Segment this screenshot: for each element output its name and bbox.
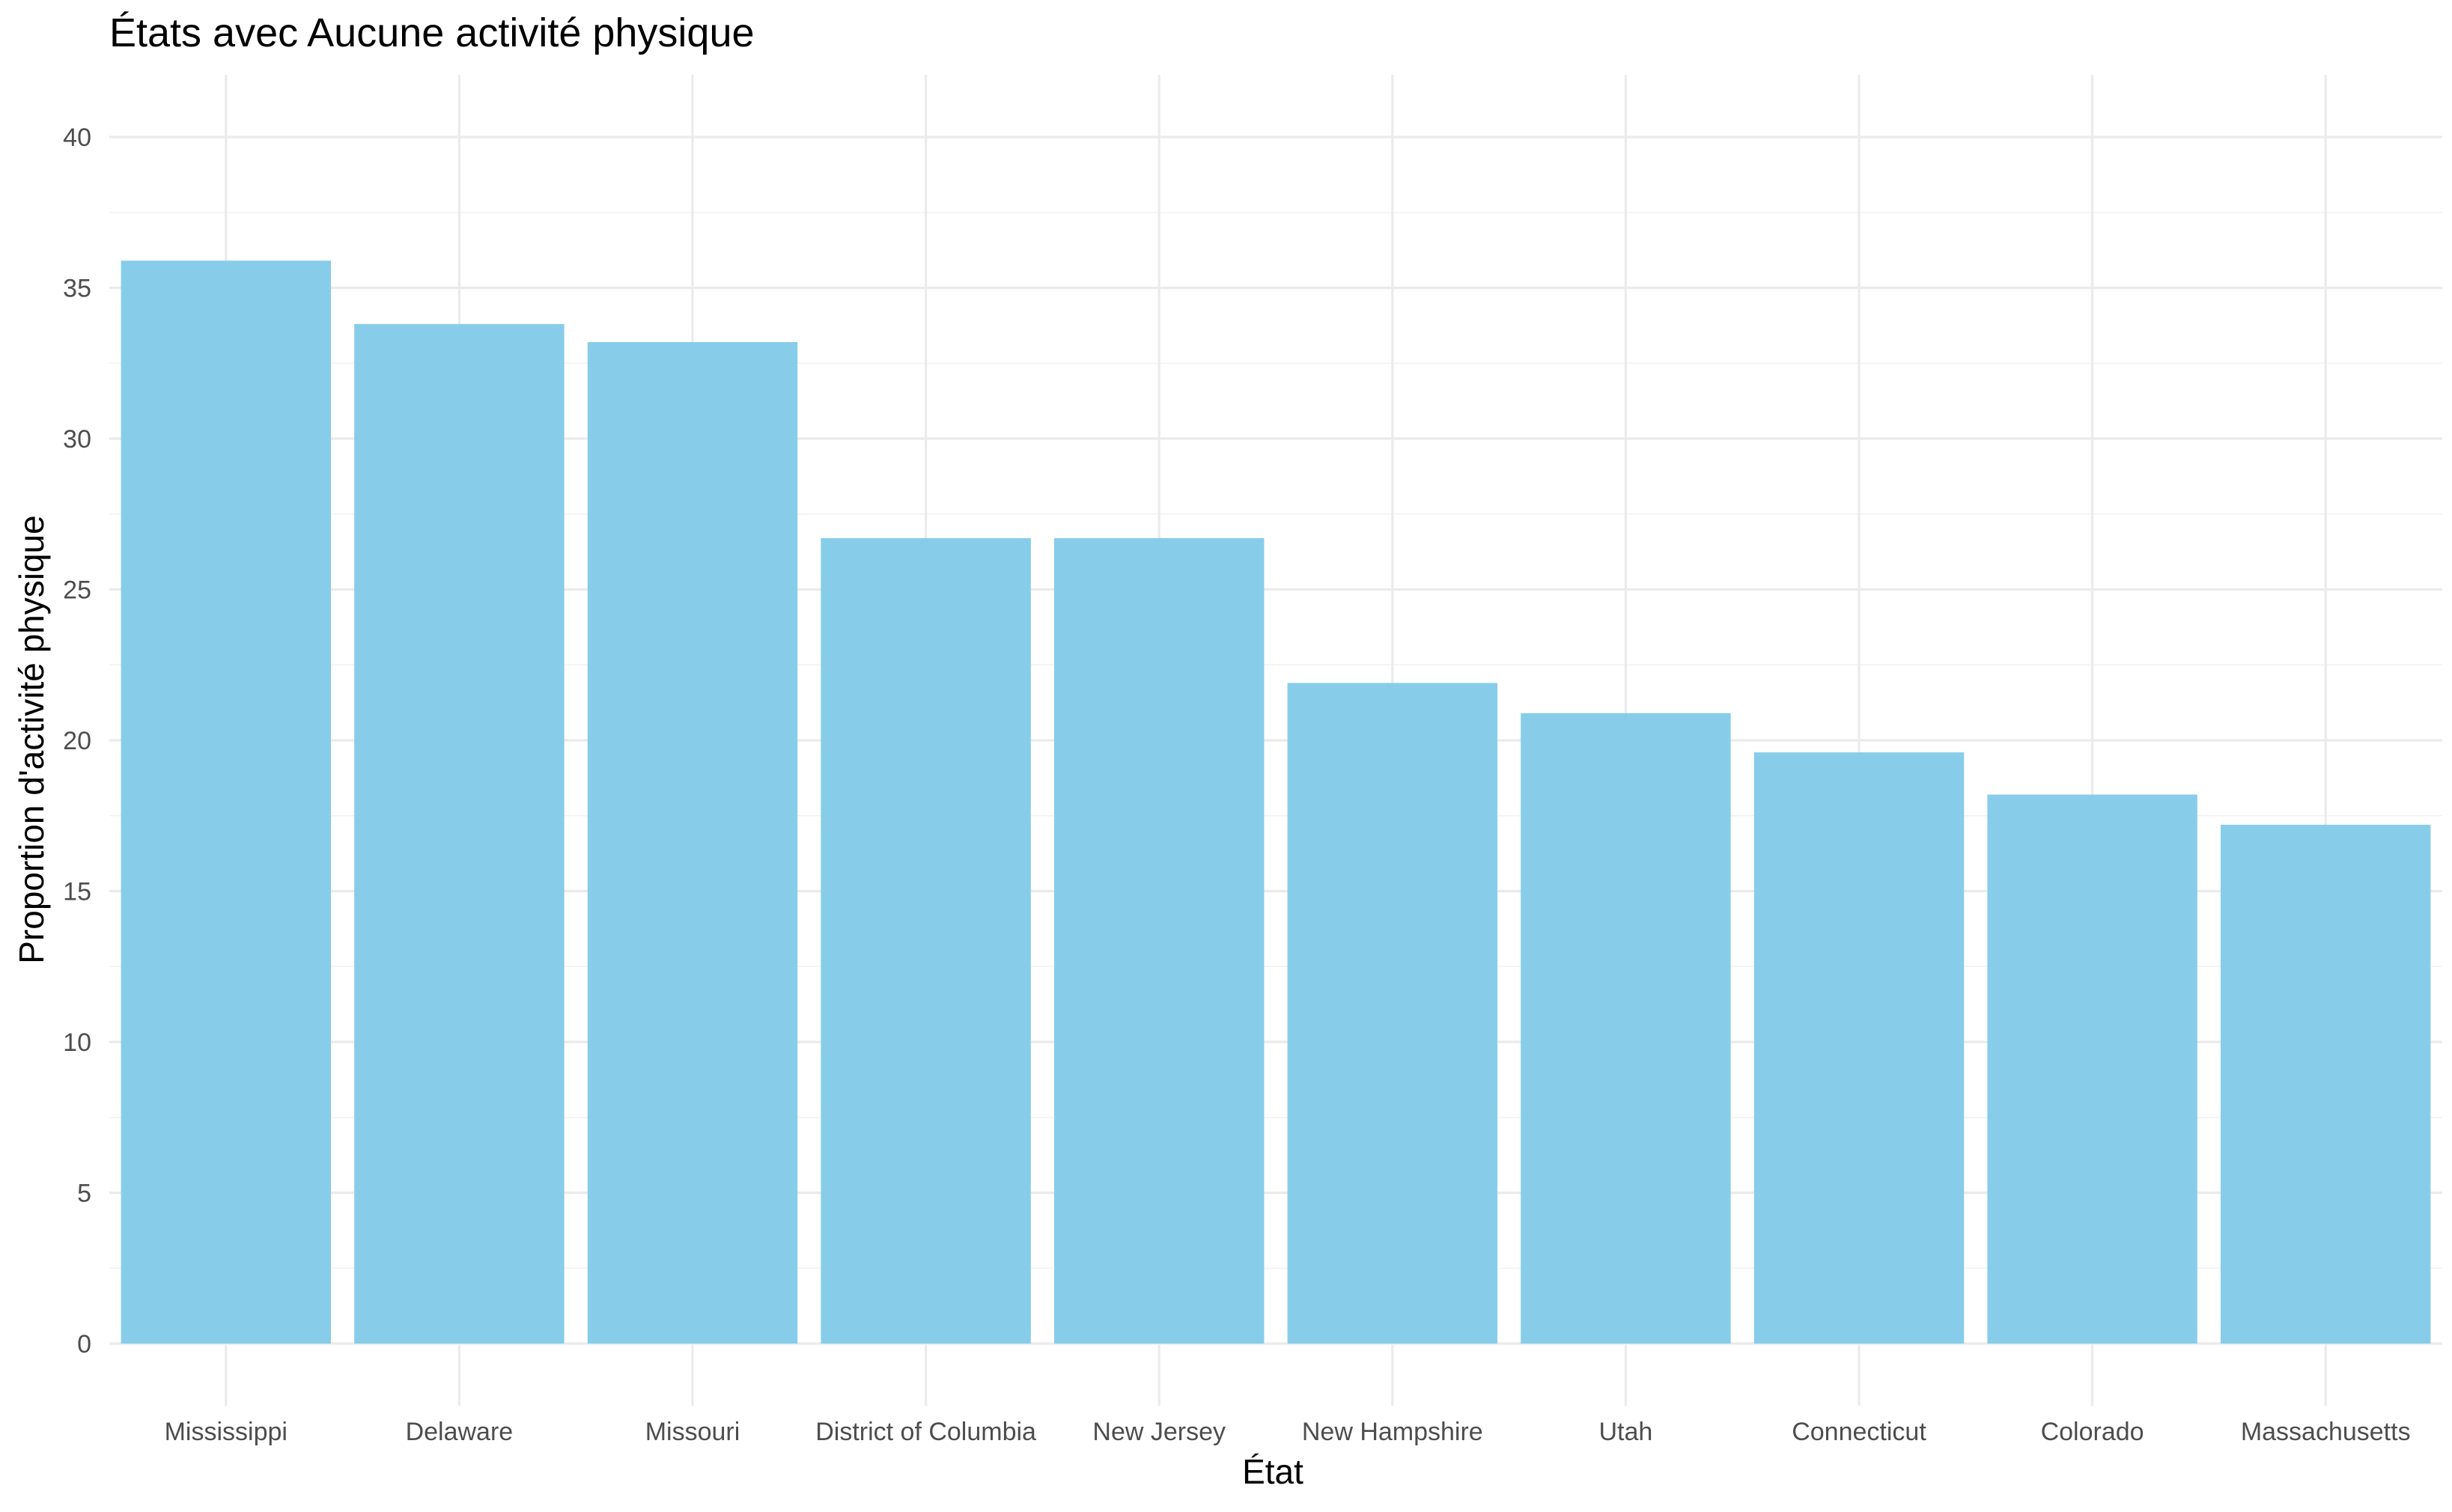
y-tick-label: 5 bbox=[77, 1180, 91, 1208]
x-axis-title: État bbox=[1242, 1452, 1303, 1491]
x-tick-label: Delaware bbox=[406, 1418, 514, 1446]
chart-title: États avec Aucune activité physique bbox=[109, 10, 755, 55]
bar bbox=[121, 260, 332, 1344]
y-tick-label: 10 bbox=[63, 1028, 91, 1057]
x-tick-label: Utah bbox=[1598, 1418, 1652, 1446]
x-tick-label: Massachusetts bbox=[2241, 1418, 2411, 1446]
bar bbox=[1053, 537, 1265, 1344]
x-tick-label: Colorado bbox=[2041, 1418, 2144, 1446]
bars bbox=[121, 260, 2431, 1344]
y-axis-ticks: 0 5 10 15 20 25 30 35 40 bbox=[63, 124, 91, 1359]
y-tick-label: 35 bbox=[63, 275, 91, 303]
y-tick-label: 40 bbox=[63, 124, 91, 152]
bar bbox=[1521, 713, 1731, 1344]
y-tick-label: 20 bbox=[63, 727, 91, 755]
y-tick-label: 0 bbox=[77, 1330, 91, 1359]
bar bbox=[354, 323, 565, 1344]
x-tick-label: District of Columbia bbox=[815, 1418, 1036, 1446]
bar bbox=[821, 537, 1031, 1344]
y-tick-label: 30 bbox=[63, 425, 91, 454]
bar bbox=[1987, 794, 2197, 1344]
x-tick-label: New Jersey bbox=[1092, 1418, 1226, 1446]
y-axis-title: Proportion d'activité physique bbox=[12, 515, 51, 963]
x-tick-label: Missouri bbox=[645, 1418, 740, 1446]
bar bbox=[587, 342, 798, 1344]
x-tick-label: Mississippi bbox=[165, 1418, 288, 1446]
y-tick-label: 15 bbox=[63, 878, 91, 906]
bar bbox=[2220, 824, 2431, 1344]
bar bbox=[1753, 752, 1965, 1344]
x-axis-ticks: Mississippi Delaware Missouri District of C… bbox=[165, 1418, 2411, 1446]
y-tick-label: 25 bbox=[63, 576, 91, 605]
x-tick-label: New Hampshire bbox=[1302, 1418, 1483, 1446]
x-tick-label: Connecticut bbox=[1792, 1418, 1926, 1446]
bar bbox=[1287, 683, 1498, 1344]
